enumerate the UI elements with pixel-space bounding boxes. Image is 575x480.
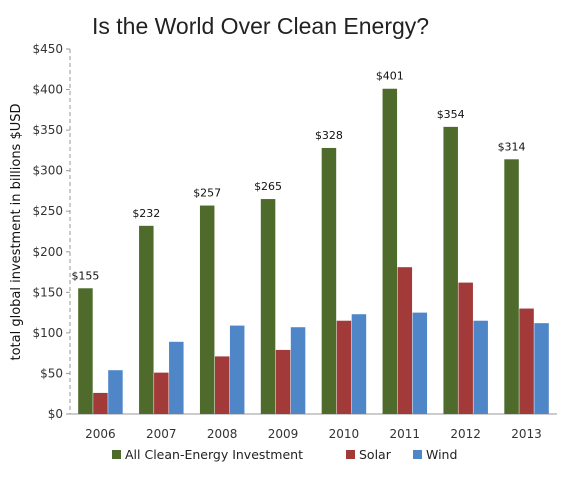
data-label: $265 (254, 180, 282, 193)
x-axis-ticks: 2006 2007 2008 2009 2010 2011 2012 2013 (85, 427, 542, 441)
bars (78, 88, 549, 414)
x-tick-label: 2012 (450, 427, 481, 441)
y-tick-label: $100 (32, 326, 63, 340)
bar-all-clean-energy-investment-2012 (443, 126, 458, 414)
bar-wind-2013 (534, 323, 549, 414)
y-tick-label: $0 (48, 407, 63, 421)
y-tick-label: $250 (32, 204, 63, 218)
bar-wind-2012 (473, 320, 488, 414)
y-tick-label: $50 (40, 366, 63, 380)
x-tick-label: 2013 (511, 427, 542, 441)
bar-all-clean-energy-investment-2007 (139, 225, 154, 414)
legend-label: Wind (426, 447, 457, 462)
legend-label: All Clean-Energy Investment (125, 447, 303, 462)
bar-all-clean-energy-investment-2011 (382, 88, 398, 414)
chart-title: Is the World Over Clean Energy? (92, 13, 429, 39)
legend-swatch (346, 450, 355, 459)
y-tick-label: $300 (32, 164, 63, 178)
bar-all-clean-energy-investment-2009 (260, 199, 276, 414)
x-tick-label: 2010 (329, 427, 360, 441)
bar-solar-2009 (275, 349, 291, 414)
bar-solar-2010 (336, 320, 352, 414)
bar-solar-2008 (214, 356, 230, 414)
bar-wind-2008 (229, 325, 245, 414)
x-tick-label: 2008 (207, 427, 238, 441)
legend-swatch (112, 450, 121, 459)
y-tick-label: $200 (32, 245, 63, 259)
bar-all-clean-energy-investment-2008 (199, 205, 215, 414)
y-tick-label: $450 (32, 42, 63, 56)
bar-all-clean-energy-investment-2013 (504, 159, 519, 414)
data-label: $314 (498, 140, 526, 153)
y-tick-label: $350 (32, 123, 63, 137)
data-label: $354 (437, 108, 465, 121)
x-tick-label: 2011 (390, 427, 421, 441)
bar-solar-2006 (93, 392, 108, 414)
bar-solar-2012 (458, 282, 473, 414)
data-label: $328 (315, 129, 343, 142)
bar-wind-2009 (290, 327, 306, 414)
x-tick-label: 2009 (268, 427, 299, 441)
x-tick-label: 2007 (146, 427, 177, 441)
data-label: $232 (132, 207, 160, 220)
bar-solar-2013 (519, 308, 534, 414)
axes: $0 $50 $100 $150 $200 $250 $300 $350 $400 $450 (32, 42, 557, 421)
bar-solar-2007 (154, 372, 169, 414)
legend-swatch (413, 450, 422, 459)
legend: All Clean-Energy Investment Solar Wind (112, 447, 457, 462)
bar-all-clean-energy-investment-2006 (78, 288, 93, 414)
y-axis-label: total global investment in billions $USD (9, 103, 24, 360)
data-label: $155 (71, 269, 99, 282)
bar-wind-2011 (412, 312, 428, 414)
y-tick-label: $400 (32, 83, 63, 97)
legend-label: Solar (359, 447, 392, 462)
bar-wind-2007 (169, 341, 184, 414)
bar-wind-2006 (108, 370, 123, 414)
x-tick-label: 2006 (85, 427, 116, 441)
data-labels: $155 $232 $257 $265 $328 $401 $354 $314 (71, 70, 525, 283)
data-label: $257 (193, 187, 221, 200)
bar-all-clean-energy-investment-2010 (321, 147, 337, 414)
y-tick-label: $150 (32, 285, 63, 299)
bar-wind-2010 (351, 314, 367, 414)
bar-solar-2011 (397, 267, 413, 414)
data-label: $401 (376, 70, 404, 83)
